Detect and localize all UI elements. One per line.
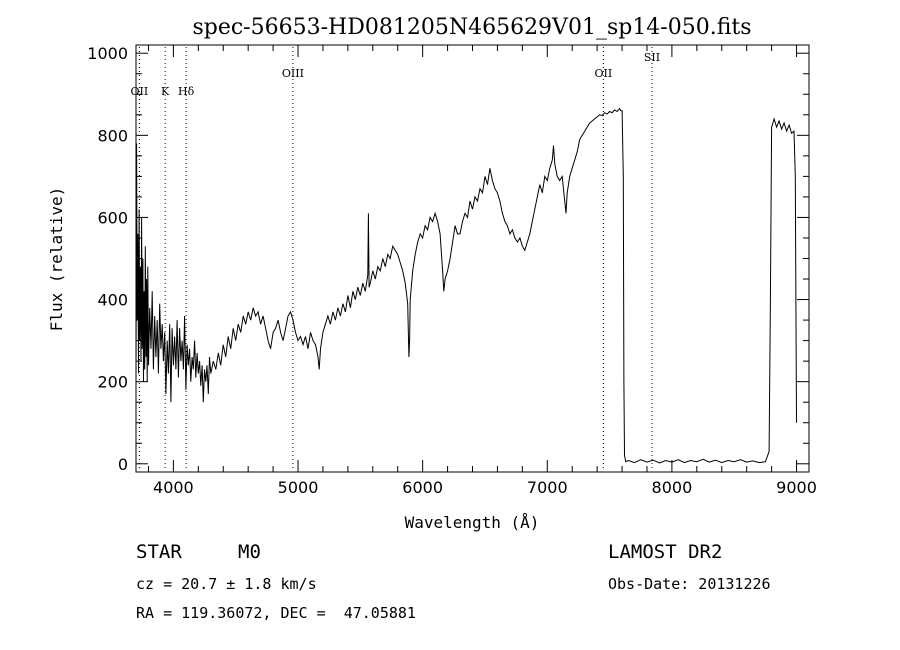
x-tick-label: 9000 bbox=[776, 478, 817, 497]
y-tick-label: 600 bbox=[97, 208, 128, 227]
axis-tick-group: 4000 5000 6000 7000 8000 9000 0 200 400 600 800 100… bbox=[87, 44, 817, 497]
line-marker-label: OIII bbox=[282, 67, 304, 80]
line-marker-label: SII bbox=[644, 51, 660, 64]
coordinates-label: RA = 119.36072, DEC = 47.05881 bbox=[136, 604, 416, 622]
line-marker-label: OII bbox=[595, 67, 613, 80]
subclass-label: M0 bbox=[238, 541, 261, 563]
y-tick-label: 1000 bbox=[87, 44, 128, 63]
object-type-label: STAR bbox=[136, 541, 182, 563]
x-axis-label: Wavelength (Å) bbox=[405, 513, 540, 532]
spectrum-line bbox=[135, 107, 797, 464]
y-tick-label: 0 bbox=[118, 455, 128, 474]
plot-frame bbox=[135, 44, 810, 473]
y-tick-label: 200 bbox=[97, 373, 128, 392]
redshift-label: cz = 20.7 ± 1.8 km/s bbox=[136, 575, 317, 593]
line-marker-label: Hδ bbox=[178, 85, 195, 98]
y-tick-label: 800 bbox=[97, 126, 128, 145]
y-axis-label: Flux (relative) bbox=[47, 187, 66, 332]
obs-date-label: Obs-Date: 20131226 bbox=[608, 575, 771, 593]
chart-title: spec-56653-HD081205N465629V01_sp14-050.f… bbox=[192, 15, 751, 40]
x-tick-label: 8000 bbox=[652, 478, 693, 497]
x-tick-label: 5000 bbox=[278, 478, 319, 497]
line-marker-group: OII K Hδ OIII OII SII bbox=[131, 47, 660, 471]
line-marker-label: K bbox=[161, 85, 170, 98]
y-tick-label: 400 bbox=[97, 291, 128, 310]
x-tick-label: 7000 bbox=[527, 478, 568, 497]
x-tick-label: 4000 bbox=[153, 478, 194, 497]
line-marker-label: OII bbox=[131, 85, 149, 98]
x-tick-label: 6000 bbox=[402, 478, 443, 497]
survey-label: LAMOST DR2 bbox=[608, 541, 723, 563]
